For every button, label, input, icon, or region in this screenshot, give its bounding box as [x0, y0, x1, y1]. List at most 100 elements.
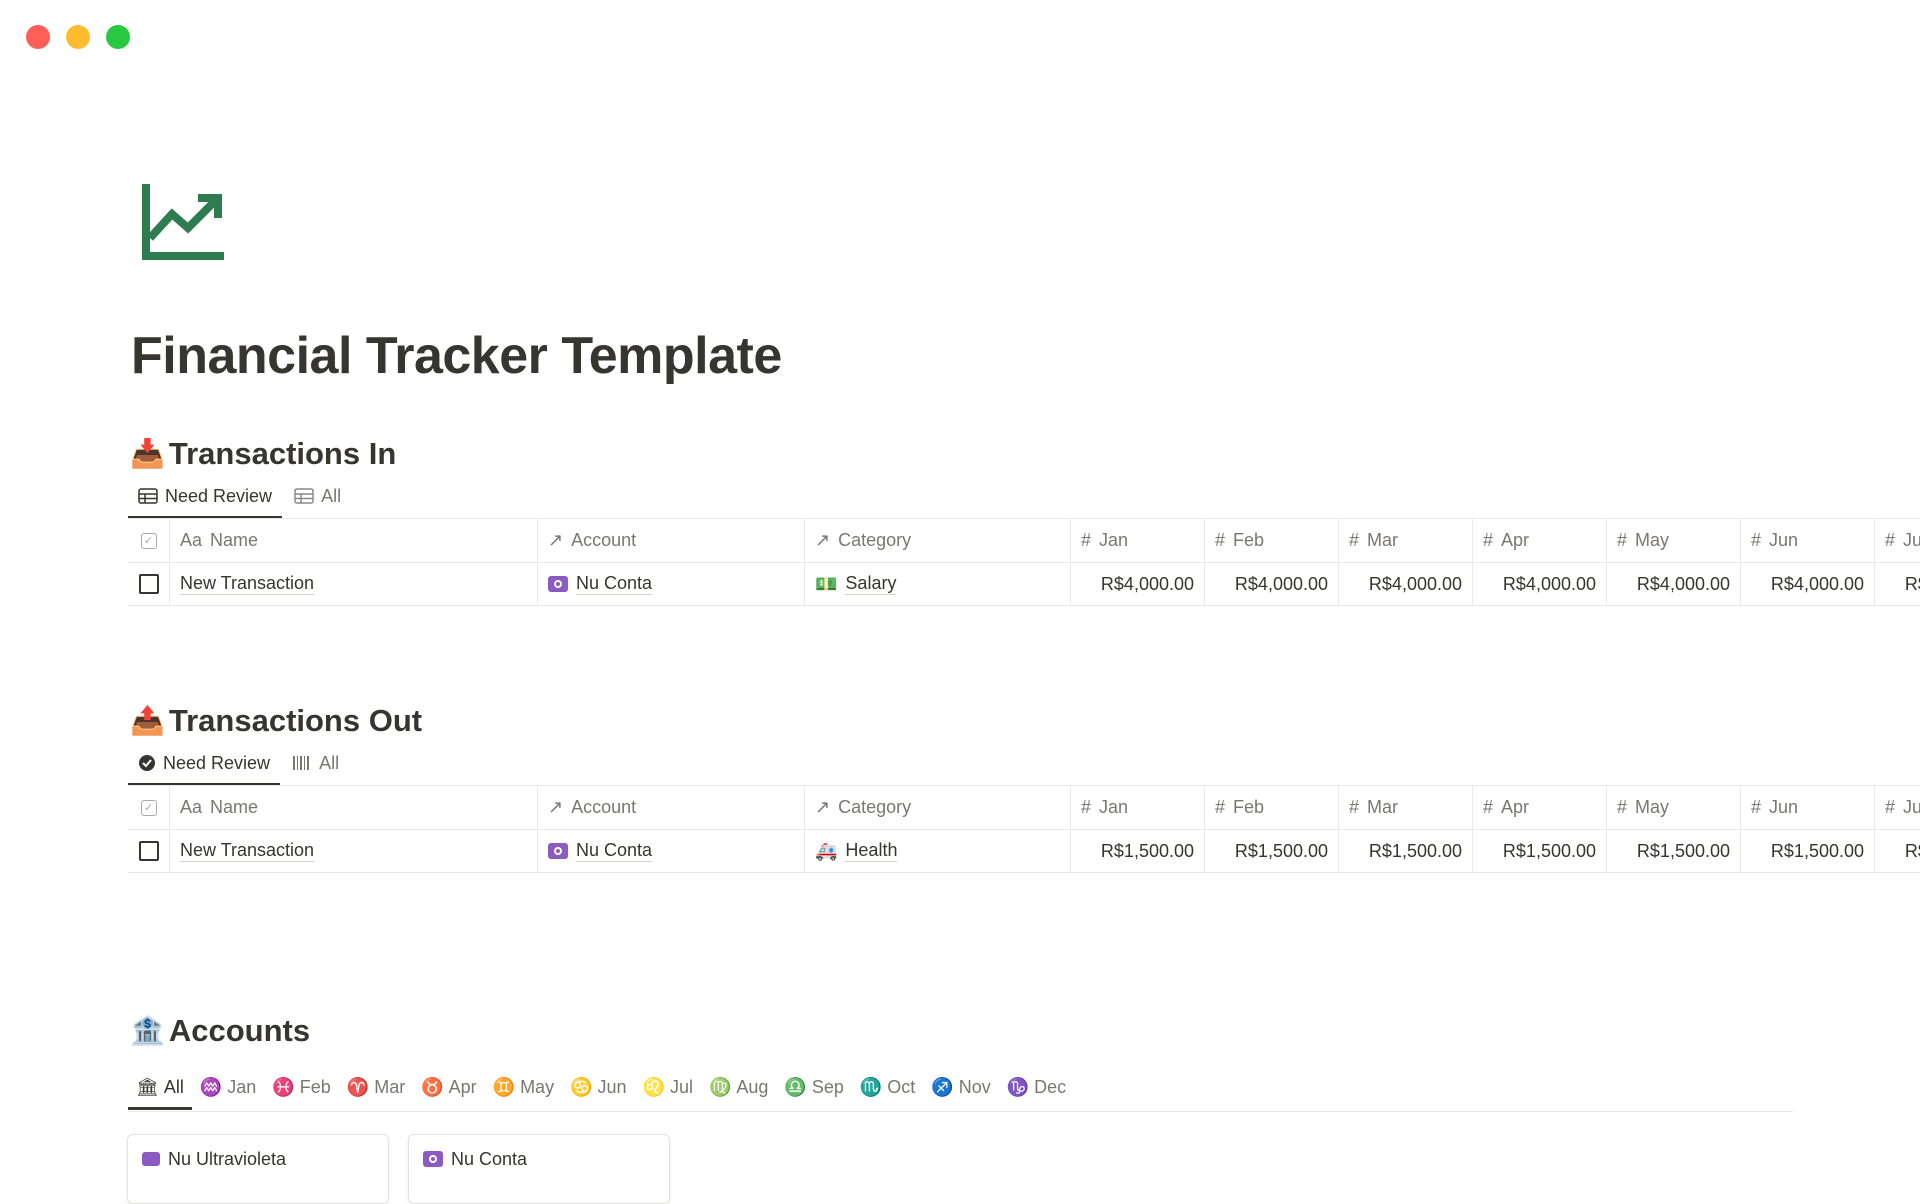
- window-close-button[interactable]: [26, 25, 50, 49]
- category-emoji-icon: 💵: [815, 573, 838, 594]
- tab-may[interactable]: ♊ May: [485, 1064, 562, 1110]
- header-label: Jan: [1099, 797, 1129, 817]
- month-value-cell[interactable]: R$4,000.00: [1473, 563, 1607, 605]
- tab-sep[interactable]: ♎ Sep: [776, 1064, 851, 1110]
- tab-jun[interactable]: ♋ Jun: [562, 1064, 634, 1110]
- table-header-row: ✓ Aa Name ↗ Account ↗ Category # Jan # Feb # Mar #…: [128, 518, 1920, 562]
- column-header-jan[interactable]: # Jan: [1071, 519, 1205, 562]
- number-property-icon: #: [1215, 530, 1226, 550]
- month-value-cell[interactable]: R$4,000.00: [1741, 563, 1875, 605]
- tab-label: Jan: [227, 1076, 257, 1097]
- month-value-cell[interactable]: R$1,500.00: [1071, 830, 1205, 872]
- account-card[interactable]: Nu Ultravioleta: [127, 1134, 389, 1204]
- column-header-name[interactable]: Aa Name: [170, 519, 538, 562]
- account-card-name: Nu Conta: [451, 1149, 528, 1169]
- bank-emoji-icon: 🏦: [130, 1015, 165, 1046]
- month-value-cell[interactable]: R$4,000.00: [1339, 563, 1473, 605]
- header-label: Jun: [1769, 530, 1799, 550]
- row-checkbox[interactable]: [128, 563, 170, 605]
- column-header-jun[interactable]: # Jun: [1741, 786, 1875, 829]
- number-property-icon: #: [1885, 797, 1896, 817]
- column-header-account[interactable]: ↗ Account: [538, 786, 805, 829]
- tab-nov[interactable]: ♐ Nov: [923, 1064, 998, 1110]
- tab-feb[interactable]: ♓ Feb: [264, 1064, 338, 1110]
- tab-label: Dec: [1034, 1076, 1067, 1097]
- column-header-category[interactable]: ↗ Category: [805, 786, 1071, 829]
- number-property-icon: #: [1483, 797, 1494, 817]
- select-all-checkbox[interactable]: ✓: [128, 786, 170, 829]
- column-header-jul[interactable]: # Jul: [1875, 786, 1920, 829]
- column-header-category[interactable]: ↗ Category: [805, 519, 1071, 562]
- column-header-mar[interactable]: # Mar: [1339, 519, 1473, 562]
- month-value-cell[interactable]: R$4,000.00: [1205, 563, 1339, 605]
- tab-all[interactable]: All: [282, 740, 349, 786]
- row-checkbox[interactable]: [128, 830, 170, 872]
- column-header-apr[interactable]: # Apr: [1473, 786, 1607, 829]
- tab-all[interactable]: 🏛 All: [128, 1064, 192, 1110]
- column-header-jul[interactable]: # Jul: [1875, 519, 1920, 562]
- row-name-link[interactable]: New Transaction: [180, 573, 315, 595]
- column-header-jan[interactable]: # Jan: [1071, 786, 1205, 829]
- tab-all[interactable]: All: [284, 473, 351, 519]
- month-value-cell[interactable]: R$1,500.00: [1741, 830, 1875, 872]
- number-property-icon: #: [1215, 797, 1226, 817]
- transactions_in-table: ✓ Aa Name ↗ Account ↗ Category # Jan # Feb # Mar #…: [128, 518, 1920, 606]
- tab-dec[interactable]: ♑ Dec: [999, 1064, 1074, 1110]
- account-link[interactable]: Nu Conta: [576, 573, 653, 595]
- number-property-icon: #: [1617, 797, 1628, 817]
- transactions_in-heading: 📥 Transactions In: [130, 436, 396, 472]
- window-minimize-button[interactable]: [66, 25, 90, 49]
- account-card[interactable]: Nu Conta: [408, 1134, 670, 1204]
- transactions_out-heading: 📤 Transactions Out: [130, 703, 422, 739]
- relation-arrow-icon: ↗: [815, 797, 831, 817]
- tab-label: Oct: [887, 1076, 916, 1097]
- select-all-checkbox[interactable]: ✓: [128, 519, 170, 562]
- column-header-name[interactable]: Aa Name: [170, 786, 538, 829]
- tab-mar[interactable]: ♈ Mar: [339, 1064, 413, 1110]
- header-label: Account: [571, 530, 637, 550]
- header-label: Name: [210, 797, 259, 817]
- account-link[interactable]: Nu Conta: [576, 840, 653, 862]
- tab-need-review[interactable]: Need Review: [128, 473, 283, 519]
- tab-label: All: [319, 752, 340, 773]
- category-link[interactable]: Salary: [845, 573, 897, 595]
- month-value-cell[interactable]: R$1,500.00: [1473, 830, 1607, 872]
- tab-label: Nov: [958, 1076, 991, 1097]
- column-header-may[interactable]: # May: [1607, 786, 1741, 829]
- tab-need-review[interactable]: Need Review: [128, 740, 281, 786]
- accounts-heading: 🏦 Accounts: [130, 1013, 310, 1049]
- tab-jul[interactable]: ♌ Jul: [635, 1064, 701, 1110]
- number-property-icon: #: [1081, 530, 1092, 550]
- column-header-feb[interactable]: # Feb: [1205, 786, 1339, 829]
- month-value-cell[interactable]: R$4,000.00: [1071, 563, 1205, 605]
- column-header-feb[interactable]: # Feb: [1205, 519, 1339, 562]
- month-value-cell[interactable]: R$1,500.00: [1205, 830, 1339, 872]
- tab-glyph-icon: ♏: [859, 1076, 883, 1097]
- column-header-account[interactable]: ↗ Account: [538, 519, 805, 562]
- tab-label: Mar: [374, 1076, 406, 1097]
- tab-oct[interactable]: ♏ Oct: [852, 1064, 923, 1110]
- text-property-icon: Aa: [180, 530, 203, 550]
- tab-label: Apr: [448, 1076, 477, 1097]
- tab-jan[interactable]: ♒ Jan: [192, 1064, 264, 1110]
- month-value-cell[interactable]: R$1,500.00: [1607, 830, 1741, 872]
- tab-apr[interactable]: ♉ Apr: [413, 1064, 484, 1110]
- column-header-jun[interactable]: # Jun: [1741, 519, 1875, 562]
- month-value-cell[interactable]: R$4,000.00: [1875, 563, 1920, 605]
- tab-label: All: [163, 1076, 184, 1097]
- table-icon: [138, 488, 158, 504]
- window-zoom-button[interactable]: [106, 25, 130, 49]
- tab-aug[interactable]: ♍ Aug: [701, 1064, 776, 1110]
- month-value-cell[interactable]: R$1,500.00: [1875, 830, 1920, 872]
- month-value-cell[interactable]: R$1,500.00: [1339, 830, 1473, 872]
- month-value-cell[interactable]: R$4,000.00: [1607, 563, 1741, 605]
- category-emoji-icon: 🚑: [815, 840, 838, 861]
- number-property-icon: #: [1349, 797, 1360, 817]
- number-property-icon: #: [1081, 797, 1092, 817]
- column-header-apr[interactable]: # Apr: [1473, 519, 1607, 562]
- category-link[interactable]: Health: [845, 840, 898, 862]
- row-name-link[interactable]: New Transaction: [180, 840, 315, 862]
- tab-glyph-icon: ♓: [272, 1076, 295, 1097]
- column-header-may[interactable]: # May: [1607, 519, 1741, 562]
- column-header-mar[interactable]: # Mar: [1339, 786, 1473, 829]
